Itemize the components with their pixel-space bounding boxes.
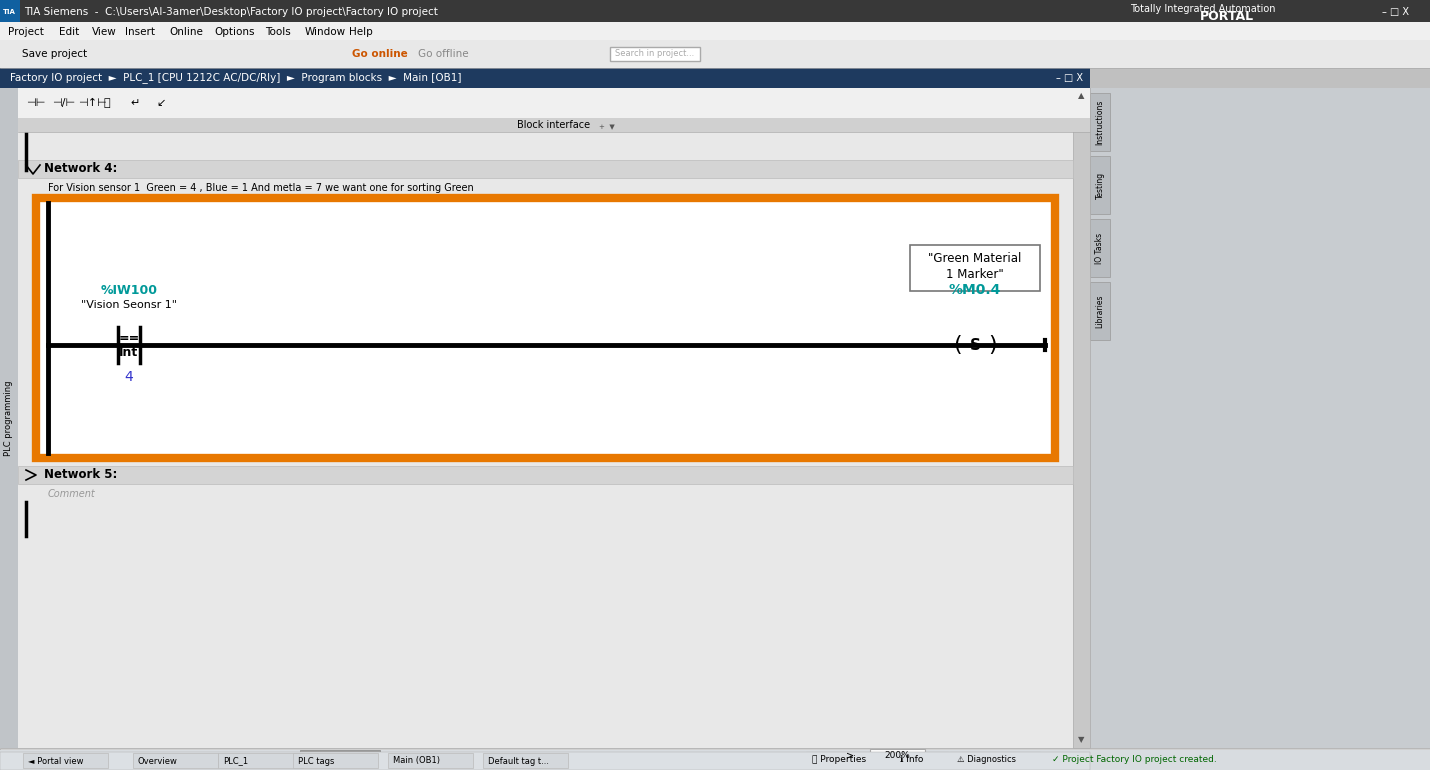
Bar	[300, 750, 380, 763]
Bar	[0, 750, 1430, 770]
Text: ⊣/⊢: ⊣/⊢	[51, 98, 76, 108]
Bar	[0, 68, 1090, 88]
Text: 200%: 200%	[884, 752, 909, 761]
Bar	[869, 749, 925, 763]
Text: ◄ Portal view: ◄ Portal view	[29, 756, 83, 765]
Text: PLC programming: PLC programming	[4, 380, 13, 456]
Text: Network 4:: Network 4:	[44, 162, 117, 176]
Text: "Green Material: "Green Material	[928, 253, 1021, 266]
Text: Comment: Comment	[49, 489, 96, 499]
Bar	[1090, 156, 1110, 214]
Bar	[0, 88, 19, 748]
Text: ⬜: ⬜	[104, 98, 110, 108]
Text: ↵: ↵	[130, 98, 139, 108]
Text: Instructions: Instructions	[1095, 99, 1104, 145]
Bar	[1090, 219, 1110, 277]
Bar	[388, 753, 473, 768]
Bar	[23, 753, 109, 768]
Text: TIA Siemens  -  C:\Users\Al-3amer\Desktop\Factory IO project\Factory IO project: TIA Siemens - C:\Users\Al-3amer\Desktop\…	[24, 7, 438, 17]
Bar	[19, 88, 1090, 118]
Text: Libraries: Libraries	[1095, 294, 1104, 328]
Text: ==: ==	[119, 333, 140, 346]
Text: Online: Online	[170, 27, 203, 37]
Bar	[19, 118, 1090, 132]
Text: PLC tags: PLC tags	[297, 756, 335, 765]
Text: TIA: TIA	[3, 9, 16, 15]
Text: (: (	[952, 335, 961, 355]
Bar	[19, 132, 1072, 748]
Bar	[19, 484, 1072, 524]
Bar	[611, 47, 701, 61]
Bar	[293, 753, 378, 768]
Bar	[0, 22, 1430, 40]
Bar	[0, 40, 1430, 68]
Text: Factory IO project  ►  PLC_1 [CPU 1212C AC/DC/Rly]  ►  Program blocks  ►  Main [: Factory IO project ► PLC_1 [CPU 1212C AC…	[10, 72, 462, 83]
Text: ⚠ Diagnostics: ⚠ Diagnostics	[957, 755, 1015, 765]
Text: Save project: Save project	[21, 49, 87, 59]
Text: 4: 4	[124, 370, 133, 384]
Text: Block interface: Block interface	[518, 120, 591, 130]
Text: ⊣↑⊢: ⊣↑⊢	[79, 98, 107, 108]
Text: IO Tasks: IO Tasks	[1095, 233, 1104, 263]
Text: Options: Options	[214, 27, 255, 37]
Bar	[483, 753, 568, 768]
Text: Testing: Testing	[1095, 172, 1104, 199]
Text: PORTAL: PORTAL	[1200, 11, 1254, 24]
Bar	[133, 753, 217, 768]
Bar	[1090, 282, 1110, 340]
Text: ⊣⊢: ⊣⊢	[26, 98, 46, 108]
Text: Insert: Insert	[124, 27, 154, 37]
Bar	[807, 752, 891, 768]
Text: For Vision sensor 1  Green = 4 , Blue = 1 And metla = 7 we want one for sorting : For Vision sensor 1 Green = 4 , Blue = 1…	[49, 183, 473, 193]
Text: +  ▼: + ▼	[599, 124, 615, 130]
Text: Int: Int	[119, 346, 139, 360]
Bar	[19, 160, 1072, 178]
Bar	[909, 245, 1040, 291]
Text: Help: Help	[349, 27, 373, 37]
Bar	[19, 178, 1072, 198]
Bar	[892, 752, 948, 768]
Bar	[19, 466, 1072, 484]
Bar	[1090, 68, 1430, 88]
Text: %IW100: %IW100	[100, 283, 157, 296]
Text: >: >	[847, 751, 854, 761]
Text: Search in project...: Search in project...	[615, 49, 695, 59]
Text: ): )	[988, 335, 997, 355]
Text: Totally Integrated Automation: Totally Integrated Automation	[1130, 4, 1276, 14]
Text: Network 5:: Network 5:	[44, 468, 117, 481]
Text: – □ X: – □ X	[1057, 73, 1084, 83]
Text: Tools: Tools	[265, 27, 290, 37]
Bar	[0, 0, 20, 22]
Bar	[217, 753, 303, 768]
Text: ▼: ▼	[1078, 735, 1084, 745]
Bar	[0, 752, 1090, 770]
Text: ℹ Info: ℹ Info	[899, 755, 924, 765]
Text: Main (OB1): Main (OB1)	[393, 756, 440, 765]
Text: ▲: ▲	[1078, 92, 1084, 101]
Text: 🗒 Properties: 🗒 Properties	[812, 755, 867, 765]
Bar	[0, 0, 1430, 22]
Bar	[36, 198, 1055, 458]
Text: ✓ Project Factory IO project created.: ✓ Project Factory IO project created.	[1052, 755, 1217, 765]
Text: S: S	[970, 337, 981, 353]
Text: 1 Marker": 1 Marker"	[947, 269, 1004, 282]
Text: ↙: ↙	[156, 98, 166, 108]
Bar	[1090, 93, 1110, 151]
Text: Go online: Go online	[352, 49, 408, 59]
Text: Window: Window	[305, 27, 345, 37]
Bar	[0, 748, 1430, 765]
Text: %M0.4: %M0.4	[950, 283, 1001, 297]
Text: View: View	[92, 27, 117, 37]
Text: PLC_1: PLC_1	[223, 756, 249, 765]
Text: Overview: Overview	[139, 756, 177, 765]
Bar	[1090, 88, 1430, 748]
Text: Edit: Edit	[59, 27, 79, 37]
Text: – □ X: – □ X	[1381, 7, 1409, 17]
Bar	[950, 752, 1040, 768]
Text: Go offline: Go offline	[418, 49, 469, 59]
Text: "Vision Seonsr 1": "Vision Seonsr 1"	[82, 300, 177, 310]
Text: Default tag t...: Default tag t...	[488, 756, 549, 765]
Bar	[1072, 88, 1090, 748]
Text: Project: Project	[9, 27, 44, 37]
